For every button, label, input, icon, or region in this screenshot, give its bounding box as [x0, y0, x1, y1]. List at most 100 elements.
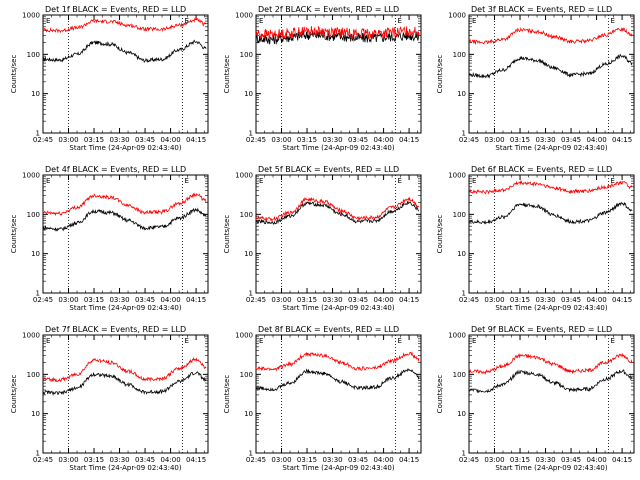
lld-series-line [469, 180, 633, 195]
lld-series-line [42, 192, 207, 216]
x-tick-label: 03:45 [561, 456, 581, 464]
x-tick-label: 03:45 [561, 136, 581, 144]
marker-label: E [259, 337, 263, 345]
y-tick-label: 1 [249, 130, 253, 138]
panel-5: Det 5f BLACK = Events, RED = LLD 1 10 100 10… [223, 165, 422, 312]
y-tick-label: 10 [244, 250, 253, 258]
x-tick-label: 04:00 [586, 296, 606, 304]
plot-frame [468, 334, 635, 454]
x-tick-label: 03:30 [322, 136, 342, 144]
y-tick-label: 1 [36, 290, 40, 298]
y-tick-label: 1000 [22, 172, 40, 180]
y-tick-label: 1 [462, 130, 466, 138]
y-tick-label: 100 [453, 51, 466, 59]
x-tick-label: 03:15 [297, 456, 317, 464]
x-tick-label: 03:00 [58, 296, 78, 304]
events-series-line [468, 201, 633, 225]
panel-2: Det 2f BLACK = Events, RED = LLD 1 10 100 10… [223, 5, 422, 152]
x-tick-label: 02:45 [246, 136, 266, 144]
x-tick-label: 02:45 [459, 296, 479, 304]
panel-4: Det 4f BLACK = Events, RED = LLD 1 10 100 10… [10, 165, 209, 312]
x-tick-label: 04:15 [612, 456, 632, 464]
panel-title: Det 7f BLACK = Events, RED = LLD [45, 325, 186, 334]
x-axis-label: Start Time (24-Apr-09 02:43:40) [282, 144, 394, 152]
x-tick-label: 04:15 [399, 296, 419, 304]
y-tick-label: 10 [244, 90, 253, 98]
x-tick-label: 03:45 [135, 456, 155, 464]
y-tick-label: 1000 [235, 12, 253, 20]
x-tick-label: 03:15 [510, 296, 530, 304]
panel-9: Det 9f BLACK = Events, RED = LLD 1 10 100 10… [436, 325, 635, 472]
y-tick-label: 1 [462, 290, 466, 298]
x-tick-label: 03:00 [58, 136, 78, 144]
x-axis-label: Start Time (24-Apr-09 02:43:40) [282, 464, 394, 472]
x-tick-label: 03:30 [535, 136, 555, 144]
y-tick-label: 100 [240, 51, 253, 59]
panel-1: Det 1f BLACK = Events, RED = LLD 1 10 100 10… [10, 5, 209, 152]
y-tick-label: 10 [457, 250, 466, 258]
x-tick-label: 04:15 [612, 136, 632, 144]
y-tick-label: 10 [31, 90, 40, 98]
marker-label: E [610, 177, 614, 185]
x-tick-label: 03:30 [322, 296, 342, 304]
y-tick-label: 100 [27, 371, 40, 379]
plot-frame [468, 174, 635, 294]
y-tick-label: 1 [249, 290, 253, 298]
marker-label: E [184, 17, 188, 25]
panel-title: Det 8f BLACK = Events, RED = LLD [258, 325, 399, 334]
events-series-line [468, 369, 633, 394]
x-tick-label: 04:15 [186, 136, 206, 144]
panel-title: Det 1f BLACK = Events, RED = LLD [45, 5, 186, 14]
panel-7: Det 7f BLACK = Events, RED = LLD 1 10 100 10… [10, 325, 209, 472]
y-tick-label: 1000 [22, 12, 40, 20]
panel-title: Det 3f BLACK = Events, RED = LLD [471, 5, 612, 14]
x-axis-label: Start Time (24-Apr-09 02:43:40) [495, 464, 607, 472]
x-tick-label: 03:45 [348, 456, 368, 464]
x-tick-label: 04:15 [186, 296, 206, 304]
x-tick-label: 04:15 [612, 296, 632, 304]
marker-label: E [46, 177, 50, 185]
y-axis-label: Counts/sec [436, 375, 444, 414]
x-tick-label: 03:00 [271, 136, 291, 144]
x-tick-label: 04:00 [586, 136, 606, 144]
x-tick-label: 02:45 [33, 136, 53, 144]
y-tick-label: 10 [457, 410, 466, 418]
marker-label: E [259, 17, 263, 25]
events-series-line [42, 39, 207, 64]
x-tick-label: 03:45 [348, 136, 368, 144]
y-tick-label: 1000 [22, 332, 40, 340]
x-axis-label: Start Time (24-Apr-09 02:43:40) [495, 144, 607, 152]
marker-label: E [397, 337, 401, 345]
lld-series-line [255, 196, 420, 222]
marker-label: E [472, 177, 476, 185]
marker-label: E [397, 177, 401, 185]
events-series-line [42, 371, 207, 397]
events-series-line [255, 200, 420, 225]
x-tick-label: 04:00 [160, 456, 180, 464]
x-tick-label: 04:15 [399, 456, 419, 464]
lld-series-line [42, 17, 207, 34]
y-tick-label: 100 [240, 211, 253, 219]
x-tick-label: 03:30 [109, 136, 129, 144]
y-tick-label: 1000 [448, 332, 466, 340]
y-tick-label: 1 [249, 450, 253, 458]
panel-title: Det 2f BLACK = Events, RED = LLD [258, 5, 399, 14]
x-axis-label: Start Time (24-Apr-09 02:43:40) [495, 304, 607, 312]
y-axis-label: Counts/sec [436, 55, 444, 94]
x-tick-label: 02:45 [33, 296, 53, 304]
plot-frame [42, 174, 209, 294]
x-tick-label: 03:30 [535, 456, 555, 464]
x-tick-label: 04:15 [186, 456, 206, 464]
x-tick-label: 03:15 [84, 296, 104, 304]
x-tick-label: 03:00 [271, 296, 291, 304]
marker-label: E [184, 337, 188, 345]
y-tick-label: 1000 [235, 172, 253, 180]
plot-frame [255, 174, 422, 294]
x-axis-label: Start Time (24-Apr-09 02:43:40) [69, 144, 181, 152]
y-tick-label: 100 [27, 51, 40, 59]
panel-3: Det 3f BLACK = Events, RED = LLD 1 10 100 10… [436, 5, 635, 152]
y-axis-label: Counts/sec [223, 55, 231, 94]
marker-label: E [610, 337, 614, 345]
events-series-line [255, 368, 420, 392]
x-tick-label: 03:00 [58, 456, 78, 464]
